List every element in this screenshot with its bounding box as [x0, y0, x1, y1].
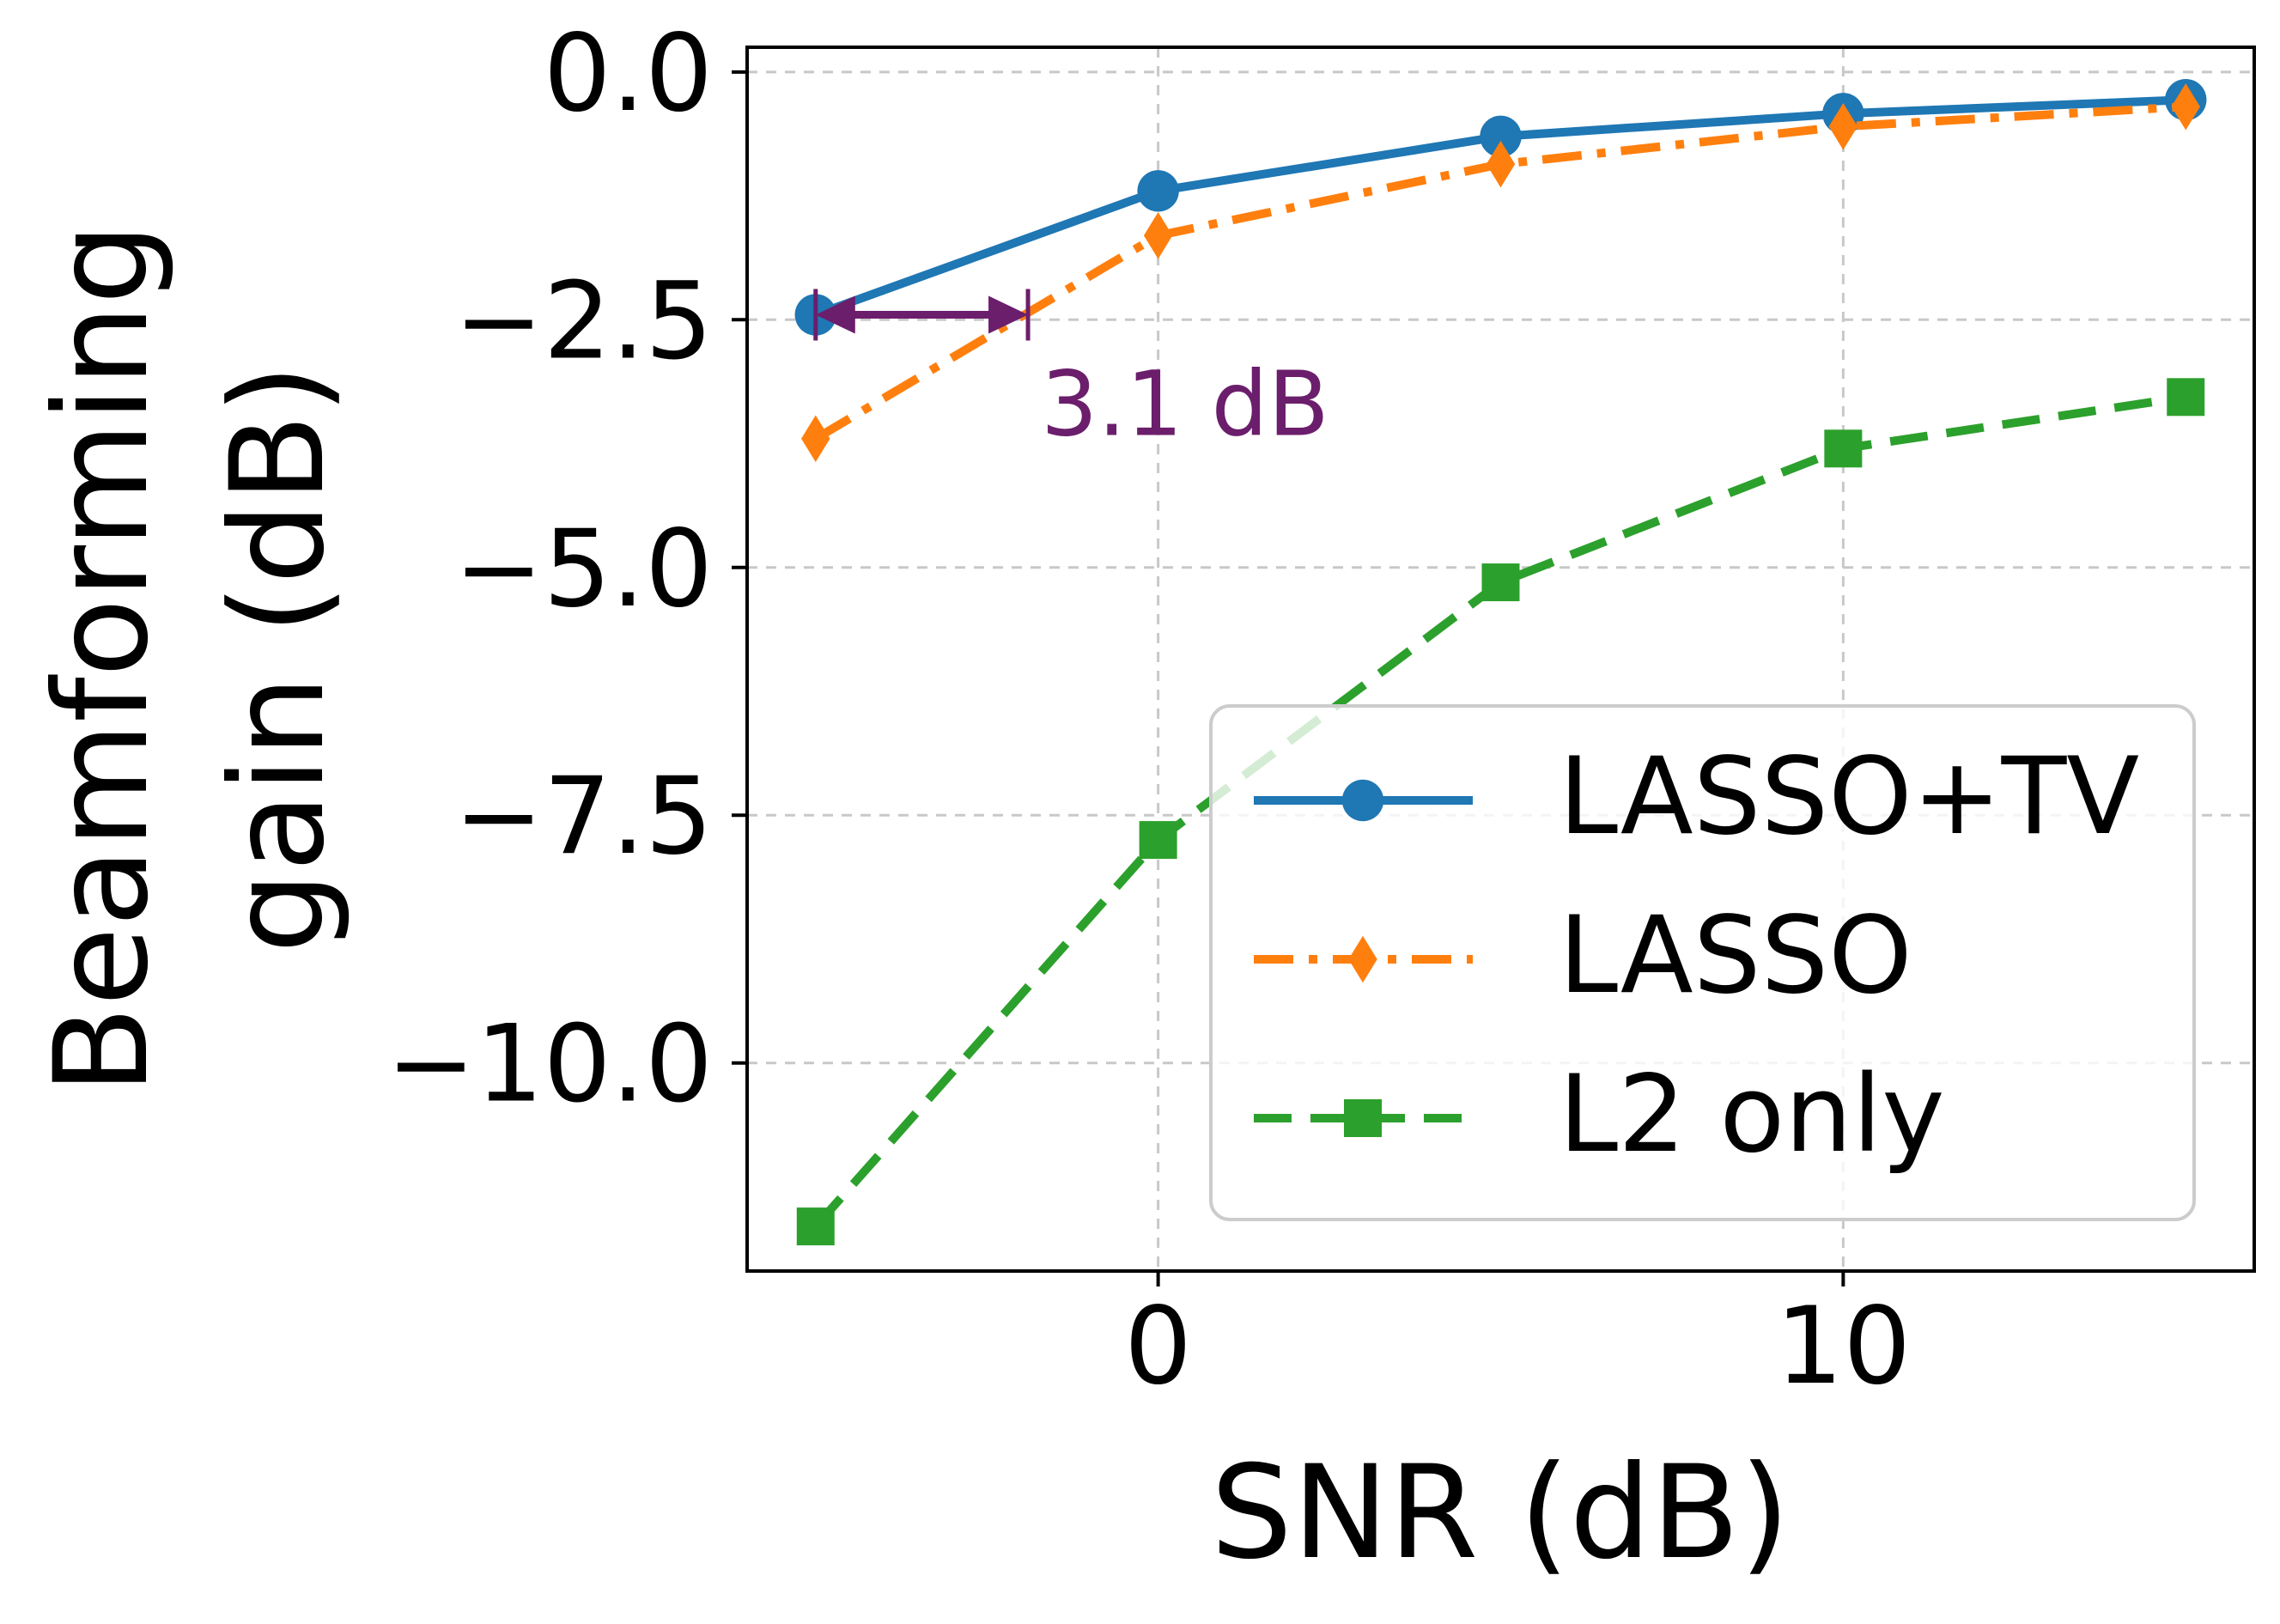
y-tick-label: −10.0 — [386, 1003, 713, 1127]
legend-box — [1209, 704, 2196, 1221]
series-line-l2-only — [812, 392, 2186, 1230]
series-lasso-tv — [794, 78, 2207, 336]
data-point-l2-only — [2167, 378, 2205, 417]
y-axis-title-line-1: Beamforming — [27, 223, 177, 1095]
annotation-layer: 3.1 dB — [813, 289, 1329, 457]
x-tick-label: 10 — [1775, 1285, 1911, 1408]
data-point-l2-only — [796, 1207, 835, 1246]
y-tick-label: −5.0 — [454, 508, 713, 631]
annotation-arrowhead-right — [988, 295, 1029, 334]
legend-label-lasso: LASSO — [1559, 894, 1912, 1018]
x-tick-label: 0 — [1124, 1285, 1192, 1408]
y-axis-title-line-2: gain (dB) — [204, 364, 353, 954]
legend-label-lasso-tv: LASSO+TV — [1559, 735, 2139, 859]
x-axis-title: SNR (dB) — [1211, 1438, 1791, 1588]
series-lasso — [801, 82, 2200, 463]
data-point-lasso — [2171, 82, 2200, 131]
data-point-lasso — [1486, 140, 1516, 188]
data-point-lasso — [801, 415, 830, 463]
legend-marker-lasso — [1348, 935, 1377, 983]
legend-label-l2-only: L2 only — [1559, 1053, 1945, 1177]
data-point-l2-only — [1139, 821, 1177, 860]
annotation-label: 3.1 dB — [1041, 352, 1329, 457]
data-point-lasso — [1143, 211, 1173, 259]
data-point-lasso-tv — [1137, 170, 1179, 212]
data-point-lasso-tv — [1480, 115, 1522, 158]
legend: LASSO+TV LASSO L2 only — [1209, 704, 2196, 1221]
y-tick-label: 0.0 — [544, 12, 713, 136]
annotation-arrowhead-left — [815, 295, 855, 334]
y-tick-label: −7.5 — [454, 755, 713, 879]
series-l2-only — [796, 378, 2205, 1246]
legend-marker-l2-only — [1344, 1099, 1382, 1137]
legend-marker-lasso-tv — [1341, 779, 1384, 822]
legend-swatches — [1254, 779, 1473, 1137]
axis-ticks: 0 10 0.0 −2.5 −5.0 −7.5 −10.0 — [386, 12, 1911, 1408]
y-tick-label: −2.5 — [454, 259, 713, 383]
data-point-lasso — [1828, 103, 1858, 150]
data-point-l2-only — [1481, 563, 1520, 602]
plot-frame — [745, 46, 2256, 1273]
data-point-l2-only — [1824, 429, 1863, 468]
series-layer — [794, 78, 2207, 1246]
